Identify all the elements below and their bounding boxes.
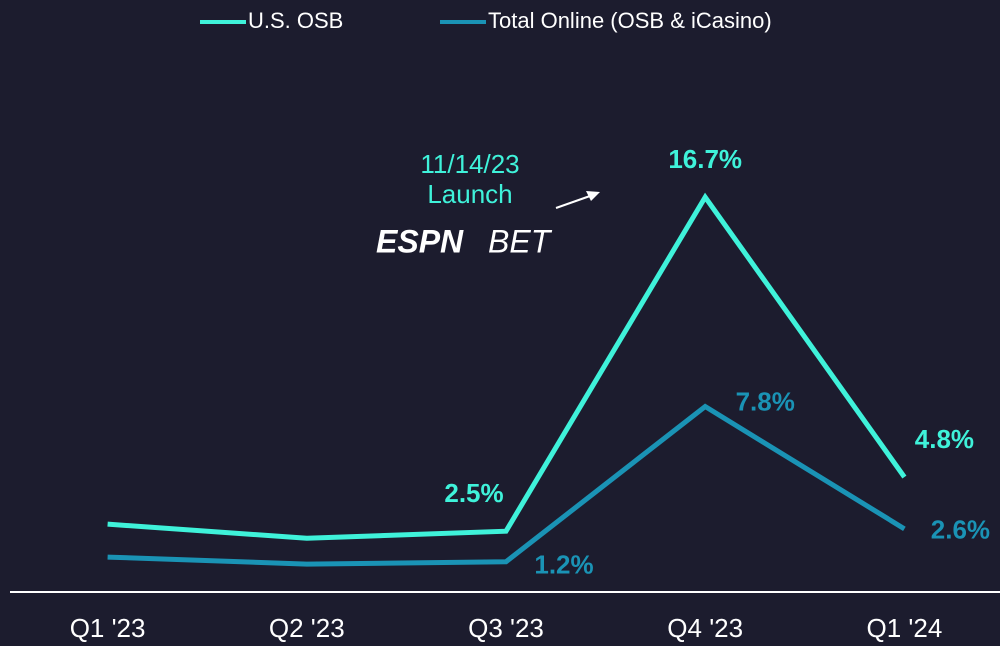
legend-label: Total Online (OSB & iCasino) xyxy=(488,8,772,33)
data-label: 2.5% xyxy=(444,478,503,508)
series-line xyxy=(107,192,907,541)
annotation: 11/14/23 xyxy=(420,149,519,179)
logo: BET xyxy=(488,223,553,259)
x-tick-label: Q1 '23 xyxy=(70,613,146,643)
arrow xyxy=(555,195,591,209)
arrow-head xyxy=(586,191,600,201)
x-tick-label: Q3 '23 xyxy=(468,613,544,643)
data-label: 2.6% xyxy=(931,515,990,545)
legend-label: U.S. OSB xyxy=(248,8,343,33)
annotation: Launch xyxy=(427,179,512,209)
data-label: 7.8% xyxy=(736,386,795,416)
x-tick-label: Q4 '23 xyxy=(667,613,743,643)
x-tick-label: Q2 '23 xyxy=(269,613,345,643)
data-label: 1.2% xyxy=(534,550,593,580)
series-line xyxy=(107,403,906,567)
x-tick-label: Q1 '24 xyxy=(867,613,943,643)
logo: ESPN xyxy=(376,223,464,259)
data-label: 4.8% xyxy=(915,424,974,454)
data-label: 16.7% xyxy=(668,144,742,174)
